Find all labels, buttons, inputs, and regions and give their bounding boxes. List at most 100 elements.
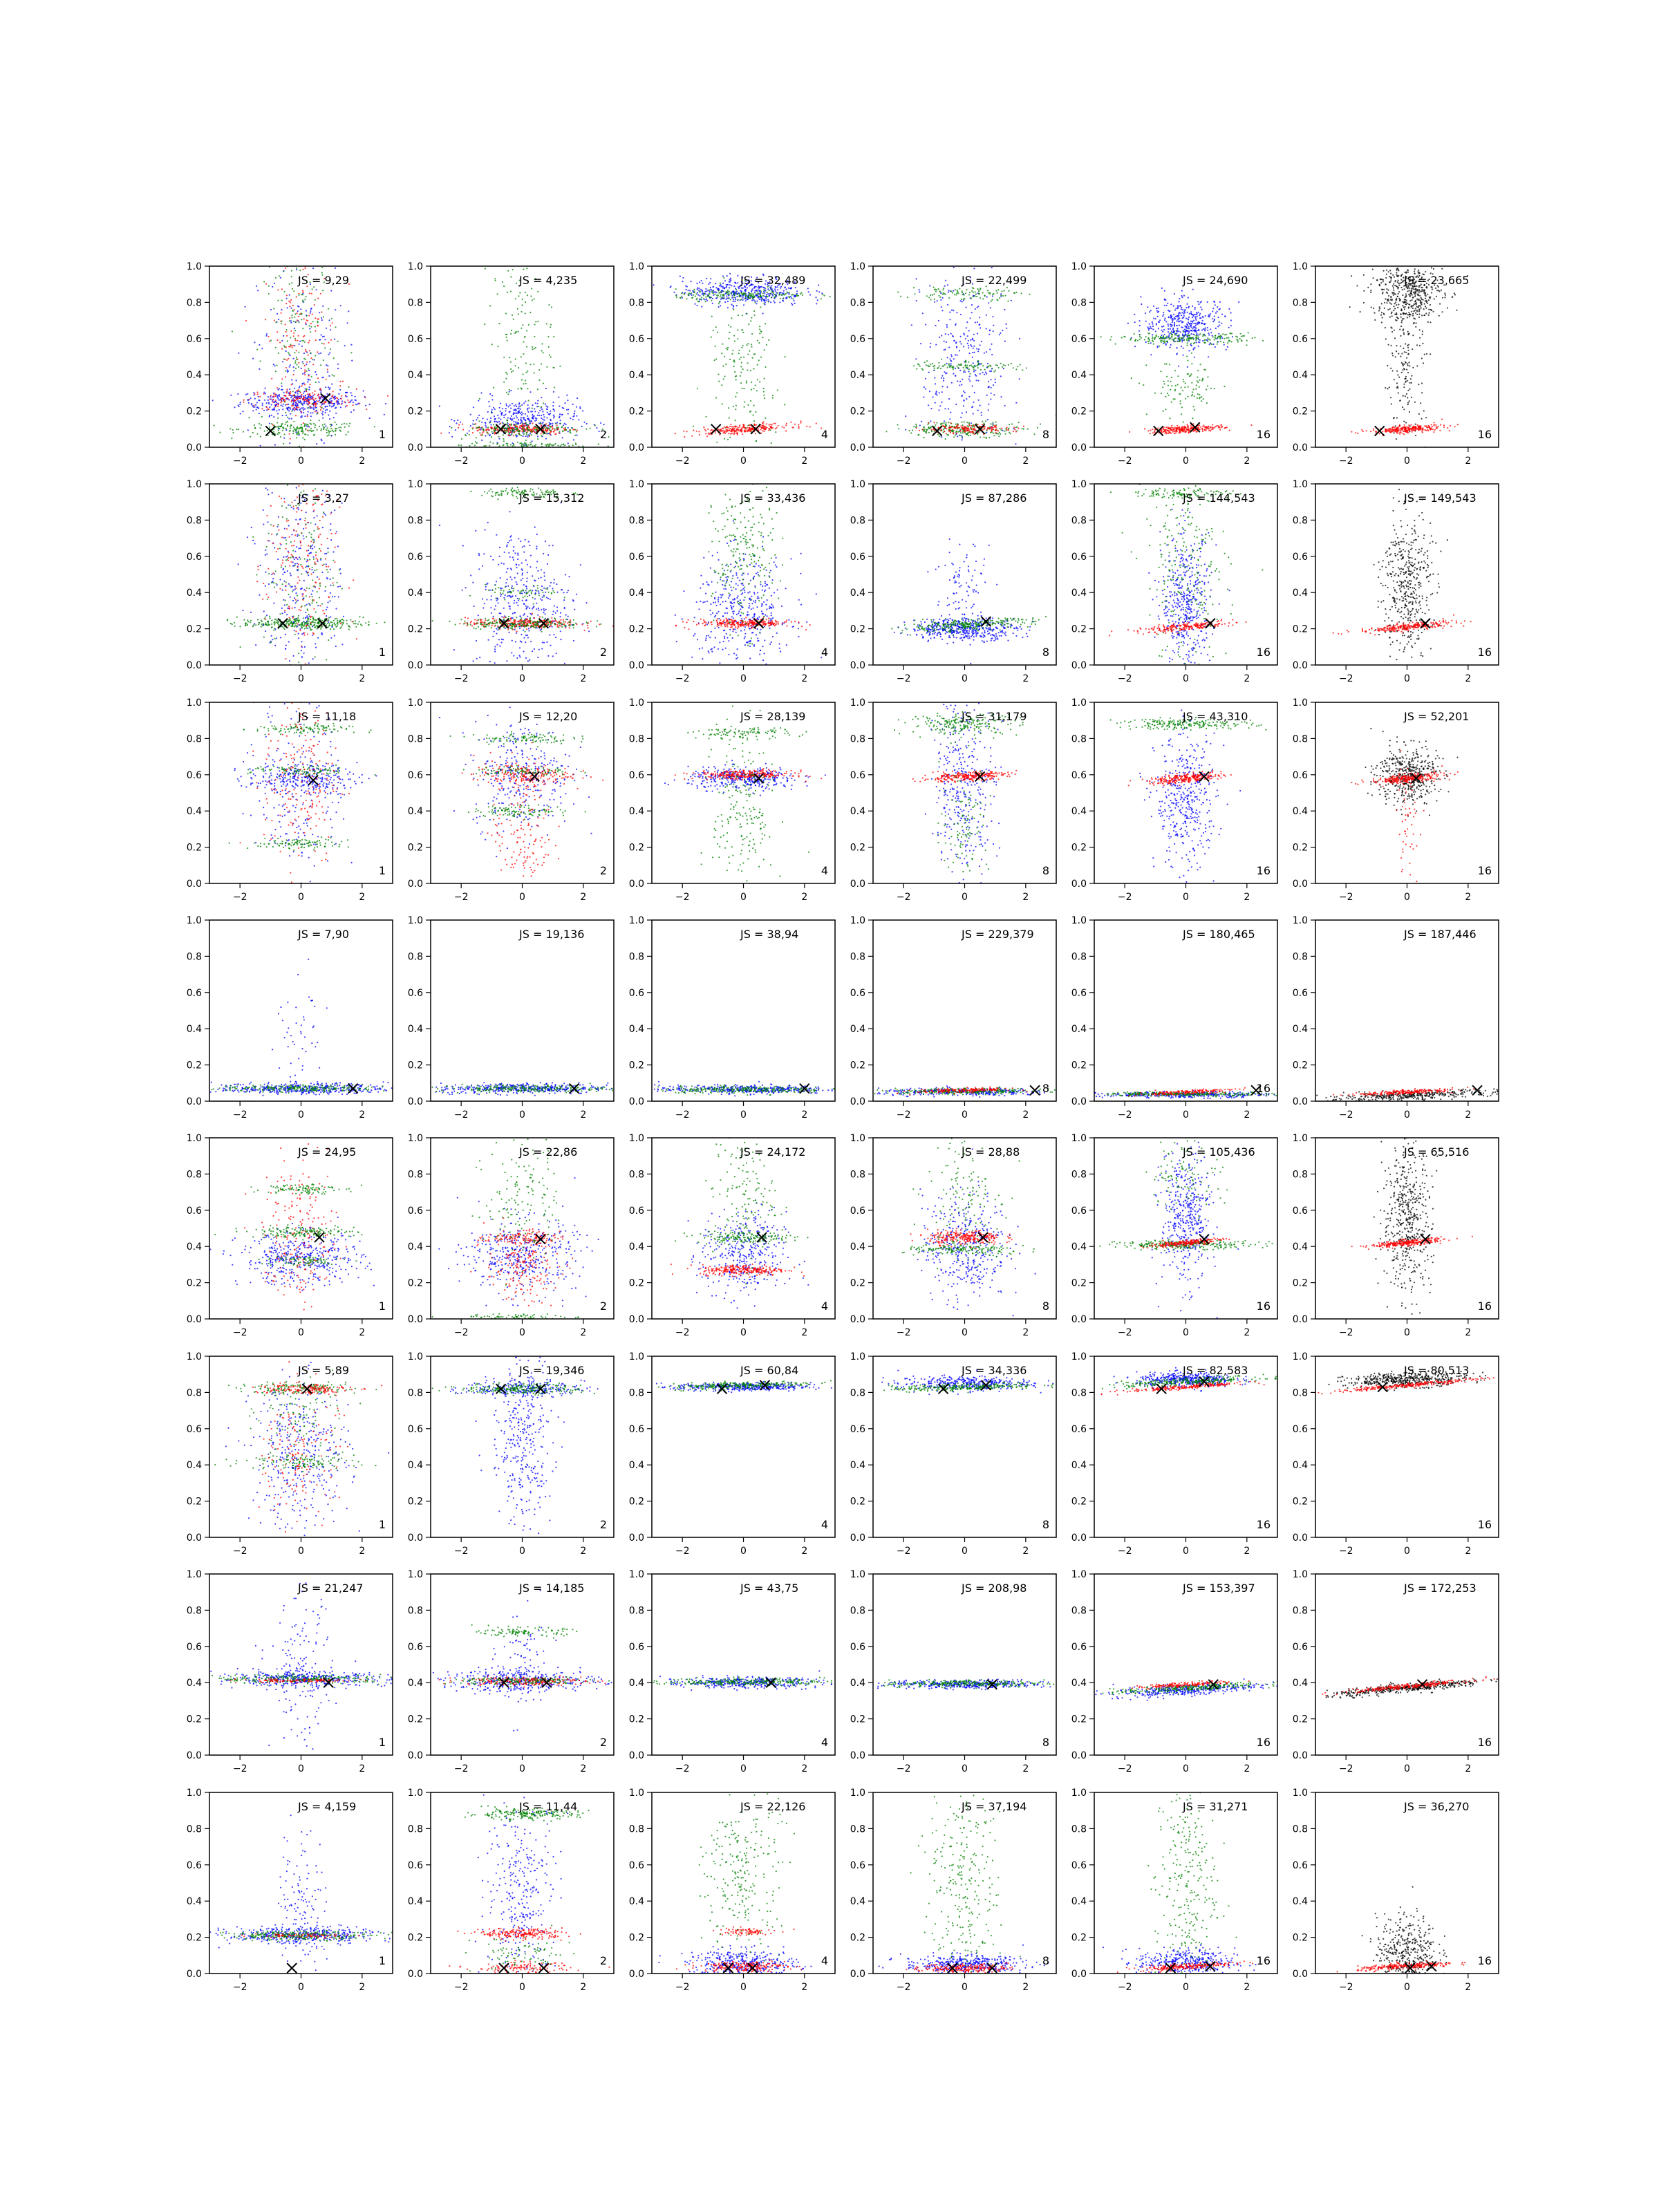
scatter-point (949, 427, 952, 429)
scatter-point (299, 392, 301, 394)
scatter-point (320, 391, 322, 393)
scatter-point (324, 339, 326, 341)
scatter-point (603, 424, 605, 426)
scatter-point (1157, 336, 1159, 338)
scatter-point (737, 286, 739, 288)
scatter-point (959, 369, 962, 372)
scatter-point (484, 268, 487, 270)
scatter-point (736, 296, 738, 298)
scatter-point (955, 427, 957, 429)
scatter-point (498, 323, 500, 325)
scatter-point (732, 307, 734, 309)
scatter-point (322, 305, 324, 307)
count-label: 1 (379, 428, 386, 441)
scatter-point (760, 330, 762, 332)
scatter-point (706, 435, 709, 438)
scatter-point (489, 441, 491, 443)
scatter-point (270, 398, 272, 400)
scatter-point (238, 405, 240, 408)
scatter-point (1165, 395, 1167, 398)
scatter-point (517, 411, 519, 413)
scatter-point (700, 297, 703, 299)
scatter-point (957, 290, 959, 292)
scatter-point (744, 286, 746, 288)
scatter-point (310, 308, 312, 310)
scatter-point (511, 419, 513, 422)
scatter-point (301, 312, 303, 315)
scatter-point (273, 394, 275, 396)
scatter-point (475, 437, 477, 439)
scatter-point (749, 297, 751, 299)
scatter-point (1002, 366, 1004, 368)
scatter-point (765, 417, 767, 420)
scatter-point (285, 329, 288, 331)
scatter-point (289, 430, 291, 432)
scatter-point (1154, 338, 1156, 340)
x-tick-label: 0 (519, 456, 525, 467)
scatter-point (927, 424, 929, 426)
scatter-point (290, 321, 292, 324)
scatter-point (324, 403, 326, 405)
scatter-point (966, 366, 968, 369)
scatter-point (966, 289, 968, 291)
scatter-point (714, 291, 716, 293)
scatter-point (728, 324, 730, 326)
scatter-point (279, 341, 281, 344)
scatter-point (1202, 335, 1204, 337)
scatter-point (767, 283, 769, 286)
scatter-point (733, 294, 735, 297)
scatter-point (1206, 388, 1208, 391)
scatter-point (1170, 337, 1172, 339)
scatter-point (757, 294, 759, 297)
scatter-point (494, 408, 496, 411)
scatter-point (1197, 338, 1199, 340)
scatter-point (1166, 335, 1168, 337)
scatter-point (248, 399, 250, 401)
scatter-point (529, 442, 532, 444)
scatter-point (793, 300, 795, 302)
x-tick-label: 2 (801, 456, 807, 467)
scatter-point (711, 297, 714, 299)
scatter-point (440, 432, 442, 434)
scatter-point (972, 347, 974, 349)
scatter-point (285, 427, 287, 430)
scatter-point (1013, 292, 1015, 294)
scatter-point (962, 366, 964, 369)
scatter-point (534, 335, 536, 338)
scatter-point (1203, 323, 1206, 326)
scatter-point (750, 388, 753, 391)
scatter-point (1147, 326, 1149, 328)
scatter-point (574, 442, 577, 444)
scatter-point (737, 315, 740, 317)
scatter-point (1226, 333, 1228, 335)
scatter-point (515, 409, 517, 411)
scatter-point (554, 386, 556, 388)
scatter-point (982, 423, 984, 426)
scatter-point (527, 370, 529, 372)
scatter-point (935, 288, 937, 291)
scatter-point (1174, 321, 1176, 324)
scatter-point (478, 397, 481, 400)
scatter-point (752, 283, 754, 285)
scatter-point (977, 367, 979, 369)
scatter-point (1134, 346, 1136, 348)
scatter-point (965, 433, 967, 435)
scatter-point (1179, 331, 1181, 333)
scatter-point (509, 404, 511, 406)
scatter-point (963, 369, 965, 371)
scatter-point (550, 324, 552, 326)
scatter-point (472, 427, 474, 429)
scatter-point (1147, 329, 1150, 331)
scatter-point (303, 382, 305, 384)
scatter-point (1174, 334, 1176, 336)
scatter-point (749, 292, 751, 294)
scatter-point (270, 339, 272, 341)
scatter-point (251, 403, 253, 405)
scatter-point (954, 289, 956, 291)
scatter-point (512, 318, 515, 320)
scatter-point (267, 396, 269, 398)
scatter-point (283, 270, 285, 272)
scatter-point (478, 429, 481, 431)
